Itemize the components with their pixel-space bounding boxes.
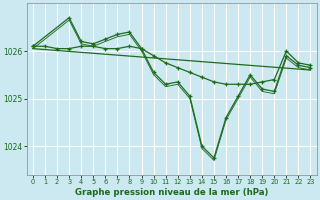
X-axis label: Graphe pression niveau de la mer (hPa): Graphe pression niveau de la mer (hPa) [75, 188, 268, 197]
